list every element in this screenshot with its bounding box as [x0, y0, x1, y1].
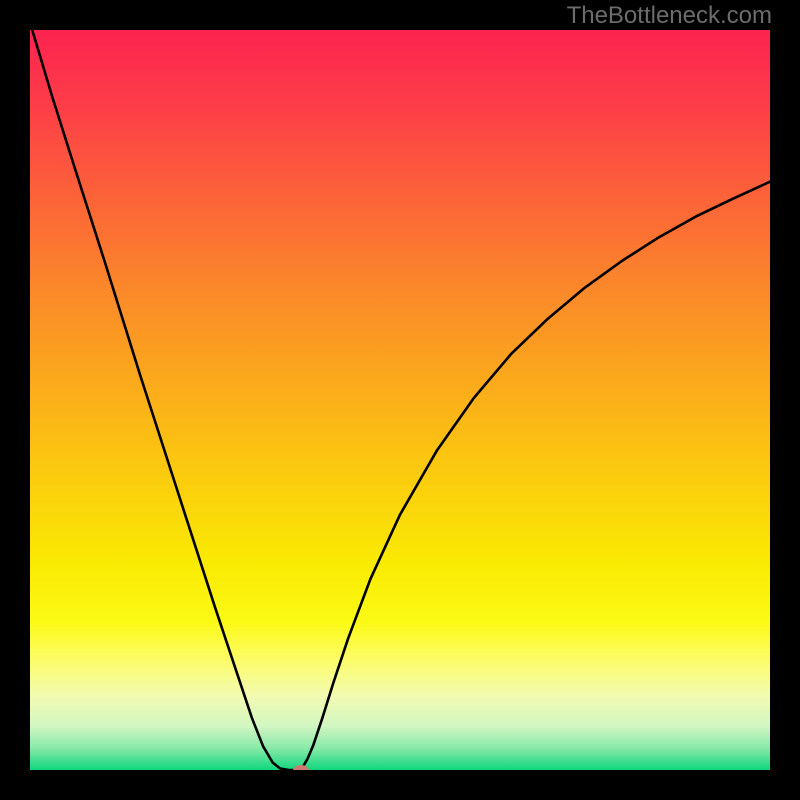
chart-plot-area [30, 30, 770, 770]
watermark-text: TheBottleneck.com [567, 2, 772, 30]
bottleneck-curve [30, 30, 770, 770]
